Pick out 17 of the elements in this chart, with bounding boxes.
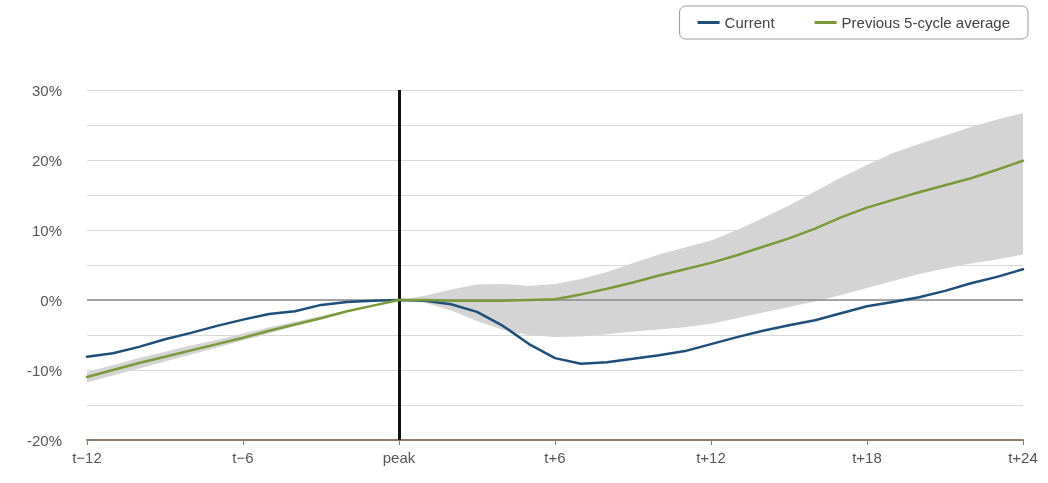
- x-tick-label: t+24: [1008, 449, 1038, 466]
- legend-label: Current: [724, 14, 776, 31]
- x-tick-label: t−12: [72, 449, 102, 466]
- y-tick-label: 0%: [40, 291, 62, 309]
- y-tick-label: 10%: [31, 221, 62, 239]
- x-tick-label: peak: [382, 449, 416, 466]
- legend-label: Previous 5-cycle average: [841, 14, 1011, 31]
- x-tick-label: t−6: [232, 449, 254, 466]
- y-tick-label: 20%: [31, 151, 62, 169]
- line-series: [85, 267, 1025, 365]
- y-tick-label: -20%: [26, 431, 62, 449]
- x-tick-label: t+6: [544, 449, 566, 466]
- y-tick-label: 30%: [31, 81, 62, 99]
- x-tick-label: t+18: [852, 449, 882, 466]
- x-tick-label: t+12: [696, 449, 726, 466]
- y-tick-label: -10%: [26, 361, 62, 379]
- line-series: [85, 159, 1025, 379]
